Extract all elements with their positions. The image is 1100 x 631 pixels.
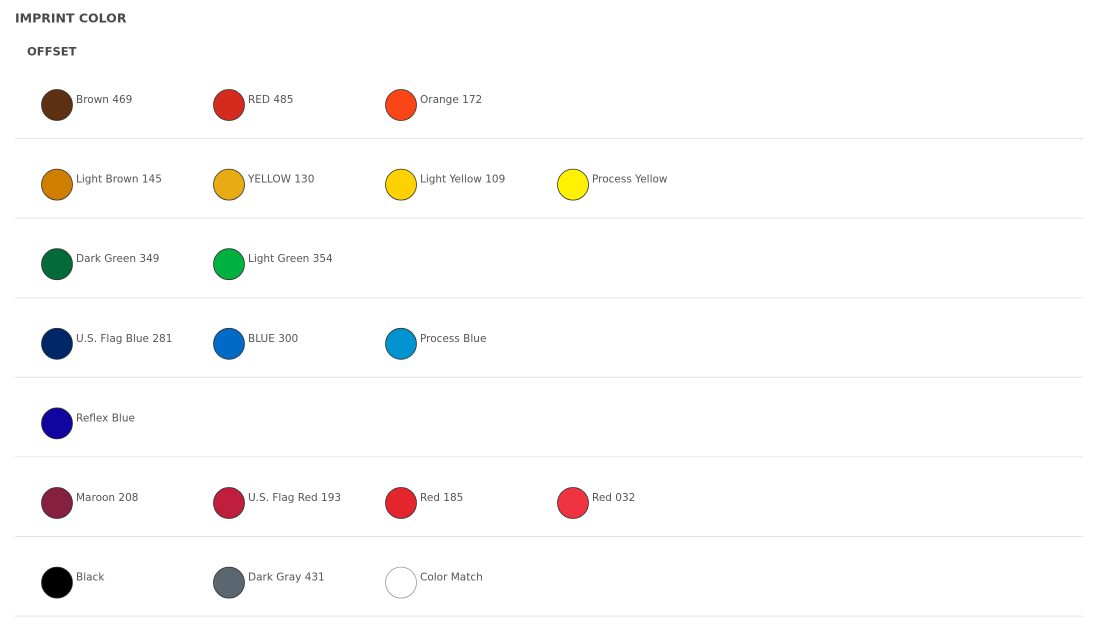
color-swatch[interactable] xyxy=(557,168,589,201)
color-swatch[interactable] xyxy=(557,487,589,519)
color-option[interactable]: RED 485 xyxy=(213,89,294,121)
color-label: Brown 469 xyxy=(76,94,132,106)
color-label: Process Yellow xyxy=(592,174,668,186)
color-swatch[interactable] xyxy=(213,248,245,281)
color-label: RED 485 xyxy=(248,94,293,106)
color-label: Dark Gray 431 xyxy=(248,572,325,584)
color-swatch[interactable] xyxy=(213,168,245,201)
color-swatch[interactable] xyxy=(385,566,417,599)
color-label: U.S. Flag Red 193 xyxy=(248,492,341,504)
color-label: Light Yellow 109 xyxy=(420,174,505,186)
color-label: Maroon 208 xyxy=(76,492,138,504)
color-label: Reflex Blue xyxy=(76,412,135,424)
color-option[interactable]: Orange 172 xyxy=(385,89,483,121)
color-swatch[interactable] xyxy=(213,327,245,360)
color-option[interactable]: Process Blue xyxy=(385,327,487,360)
color-swatch[interactable] xyxy=(385,89,417,121)
color-option[interactable]: Dark Gray 431 xyxy=(213,566,325,599)
color-option[interactable]: Color Match xyxy=(385,566,483,599)
color-label: Red 032 xyxy=(592,492,635,504)
color-label: Black xyxy=(76,572,105,584)
color-option[interactable]: Black xyxy=(41,566,106,599)
color-swatch[interactable] xyxy=(41,566,73,599)
color-swatch[interactable] xyxy=(41,487,73,519)
color-label: Light Green 354 xyxy=(248,253,333,265)
color-label: Orange 172 xyxy=(420,94,482,106)
color-option[interactable]: U.S. Flag Red 193 xyxy=(213,487,342,519)
color-label: Red 185 xyxy=(420,492,463,504)
color-swatch[interactable] xyxy=(385,487,417,519)
section-subtitle: OFFSET xyxy=(27,45,77,59)
color-label: YELLOW 130 xyxy=(247,174,314,186)
color-label: Dark Green 349 xyxy=(76,253,159,265)
color-swatch[interactable] xyxy=(41,248,73,281)
section-title: IMPRINT COLOR xyxy=(15,11,127,26)
color-option[interactable]: Light Green 354 xyxy=(213,248,334,281)
color-option[interactable]: Dark Green 349 xyxy=(41,248,160,281)
color-option[interactable]: Process Yellow xyxy=(557,168,668,201)
color-swatch[interactable] xyxy=(41,327,73,360)
color-label: U.S. Flag Blue 281 xyxy=(76,333,172,345)
color-option[interactable]: Light Yellow 109 xyxy=(385,168,506,201)
color-option[interactable]: Maroon 208 xyxy=(41,487,139,519)
color-swatch[interactable] xyxy=(41,168,73,201)
color-swatch[interactable] xyxy=(41,407,73,440)
color-swatch[interactable] xyxy=(385,327,417,360)
color-option[interactable]: YELLOW 130 xyxy=(213,168,315,201)
color-option[interactable]: Brown 469 xyxy=(41,89,133,121)
color-swatch[interactable] xyxy=(213,566,245,599)
color-option[interactable]: U.S. Flag Blue 281 xyxy=(41,327,173,360)
color-option[interactable]: Red 032 xyxy=(557,487,636,519)
color-label: Process Blue xyxy=(420,333,486,345)
color-swatch[interactable] xyxy=(41,89,73,121)
color-swatch[interactable] xyxy=(213,487,245,519)
color-option[interactable]: Red 185 xyxy=(385,487,464,519)
color-label: Light Brown 145 xyxy=(76,174,162,186)
color-swatch[interactable] xyxy=(385,168,417,201)
color-swatch[interactable] xyxy=(213,89,245,121)
color-option[interactable]: Reflex Blue xyxy=(41,407,135,440)
color-label: Color Match xyxy=(420,572,483,584)
color-option[interactable]: Light Brown 145 xyxy=(41,168,162,201)
color-option[interactable]: BLUE 300 xyxy=(213,327,299,360)
color-label: BLUE 300 xyxy=(248,333,298,345)
